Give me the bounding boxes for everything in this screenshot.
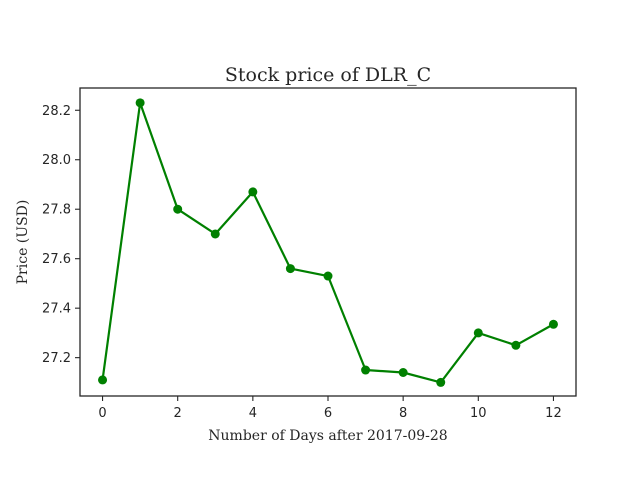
data-point-9 <box>436 377 446 387</box>
plot-area <box>98 98 558 387</box>
data-point-11 <box>511 340 521 350</box>
y-axis-label: Price (USD) <box>15 200 31 285</box>
x-axis-label: Number of Days after 2017-09-28 <box>208 428 447 444</box>
x-axis: 0 2 4 6 8 10 12 <box>98 396 562 421</box>
y-tick-label-5: 28.2 <box>42 104 71 119</box>
y-tick-label-4: 28.0 <box>42 153 71 168</box>
chart-title: Stock price of DLR_C <box>225 64 431 86</box>
y-tick-label-2: 27.6 <box>42 252 71 267</box>
data-point-4 <box>248 187 258 197</box>
x-tick-label-1: 2 <box>174 406 182 421</box>
y-tick-label-0: 27.2 <box>42 351 71 366</box>
data-point-12 <box>548 319 558 329</box>
data-point-0 <box>98 375 108 385</box>
x-tick-label-2: 4 <box>249 406 257 421</box>
data-point-6 <box>323 271 333 281</box>
y-tick-label-3: 27.8 <box>42 203 71 218</box>
x-tick-label-3: 6 <box>324 406 332 421</box>
data-point-10 <box>473 328 483 338</box>
y-axis: 27.2 27.4 27.6 27.8 28.0 28.2 <box>42 104 80 366</box>
x-tick-label-5: 10 <box>470 406 487 421</box>
series-line-0 <box>101 101 555 384</box>
x-tick-label-0: 0 <box>98 406 106 421</box>
x-tick-label-6: 12 <box>545 406 562 421</box>
data-point-3 <box>210 229 220 239</box>
data-point-1 <box>135 98 145 108</box>
y-tick-label-1: 27.4 <box>42 302 71 317</box>
data-point-5 <box>285 264 295 274</box>
plot-frame <box>79 87 577 397</box>
x-tick-label-4: 8 <box>399 406 407 421</box>
data-point-2 <box>173 204 183 214</box>
data-point-7 <box>361 365 371 375</box>
data-point-8 <box>398 368 408 377</box>
